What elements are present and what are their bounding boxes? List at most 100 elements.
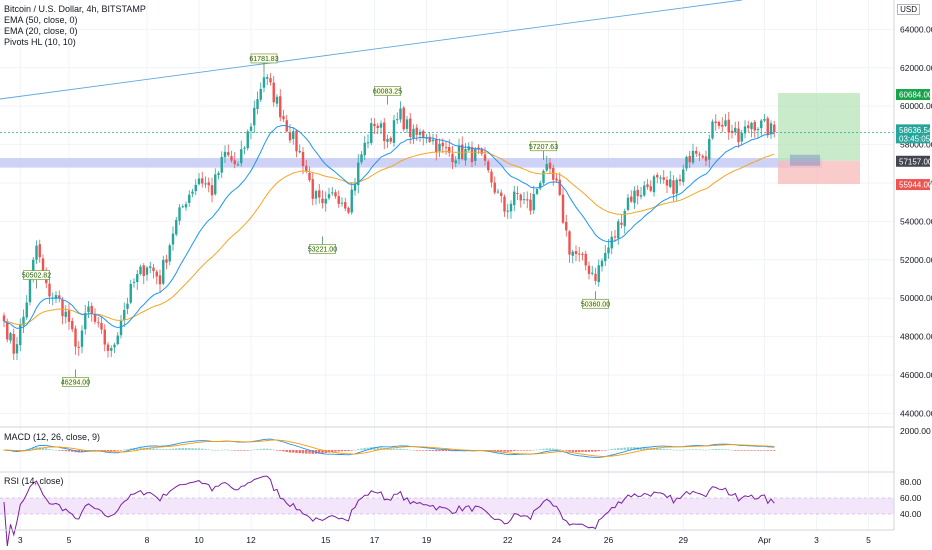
macd-title[interactable]: MACD (12, 26, close, 9) (4, 432, 101, 442)
time-tick-label: 17 (370, 535, 380, 545)
candle-body (357, 162, 360, 186)
candle-body (425, 137, 428, 139)
candle-body (87, 306, 90, 313)
zone-rect (0, 158, 822, 168)
macd-histogram-bar (535, 449, 539, 451)
candle-body (379, 123, 383, 128)
candle-body (506, 210, 509, 212)
macd-histogram-bar (103, 450, 106, 451)
time-tick-label: 29 (679, 535, 689, 545)
macd-histogram-bar (165, 449, 168, 450)
candle-body (236, 164, 240, 166)
long-position-tool[interactable] (778, 93, 860, 185)
macd-histogram-bar (402, 449, 405, 450)
candle-body (331, 192, 334, 194)
macd-histogram-bar (717, 449, 721, 450)
macd-histogram-bar (691, 449, 695, 450)
macd-histogram-bar (769, 450, 773, 451)
price-axis[interactable]: 64000.0062000.0060000.0058000.0056000.00… (900, 24, 932, 418)
time-tick-label: 26 (604, 535, 614, 545)
candle-body (630, 196, 633, 202)
candle-body (747, 125, 750, 129)
candle-body (639, 195, 643, 197)
macd-histogram-bar (763, 450, 766, 451)
macd-histogram-bar (123, 449, 126, 451)
candle-body (607, 247, 610, 254)
candle-body (636, 189, 639, 197)
candle-body (773, 124, 776, 133)
candle-body (217, 173, 220, 176)
rsi-title[interactable]: RSI (14, close) (4, 476, 64, 486)
macd-histogram-bar (766, 450, 769, 451)
macd-histogram-bar (678, 449, 682, 451)
macd-histogram-bar (58, 450, 61, 451)
macd-histogram-bar (431, 450, 435, 451)
macd-histogram-bar (35, 447, 38, 450)
candle-body (54, 295, 58, 299)
macd-histogram-bar (337, 450, 340, 452)
candle-body (301, 152, 305, 167)
candle-body (136, 274, 139, 283)
macd-histogram-bar (77, 450, 80, 453)
macd-histogram-bar (305, 450, 308, 454)
candle-body (610, 236, 613, 249)
ema-20-label[interactable]: EMA (20, close, 0) (4, 26, 78, 36)
macd-histogram-bar (191, 448, 194, 450)
trendline[interactable] (0, 0, 743, 100)
macd-histogram-bar (737, 450, 740, 451)
pivot-labels: 50502.82 46294.00 61781.83 53221.00 60083.25… (22, 53, 610, 387)
candle-body (724, 120, 727, 126)
macd-histogram-bar (587, 450, 591, 452)
candle-body (760, 120, 763, 129)
time-axis[interactable]: 3 5 8 10 12 15 17 19 22 24 26 29 Apr 3 5 (18, 535, 871, 545)
macd-histogram-bar (19, 450, 22, 451)
candle-body (249, 126, 253, 131)
candle-body (396, 119, 399, 121)
candle-body (142, 265, 145, 277)
macd-histogram-bar (607, 449, 610, 451)
currency-label[interactable]: USD (897, 4, 920, 15)
macd-histogram-bar (175, 448, 178, 450)
candle-body (561, 194, 565, 223)
candle-body (646, 184, 649, 188)
macd-histogram-bar (727, 449, 730, 451)
macd-histogram-bar (519, 450, 522, 451)
macd-histogram-bar (561, 450, 565, 451)
candle-body (490, 171, 493, 183)
candle-body (201, 178, 204, 184)
macd-histogram-bar (171, 448, 175, 450)
candle-body (711, 121, 714, 139)
macd-histogram-bar (568, 450, 571, 452)
macd-histogram-bar (708, 449, 711, 451)
macd-histogram-bar (724, 449, 727, 450)
macd-histogram-bar (392, 448, 396, 450)
macd-histogram-bar (633, 447, 636, 450)
pivots-label[interactable]: Pivots HL (10, 10) (4, 37, 76, 47)
symbol-title[interactable]: Bitcoin / U.S. Dollar, 4h, BITSTAMP (4, 4, 146, 14)
candle-body (418, 131, 422, 135)
candle-body (574, 251, 578, 254)
macd-histogram-bar (626, 447, 630, 450)
candle-body (392, 120, 396, 143)
macd-histogram-bar (240, 450, 243, 451)
macd-histogram-bar (347, 450, 350, 452)
macd-histogram-bar (230, 449, 233, 451)
candle-body (103, 329, 106, 345)
candle-body (207, 182, 210, 186)
macd-histogram-bar (695, 449, 698, 450)
macd-histogram-bar (438, 450, 441, 452)
candle-body (591, 272, 594, 274)
macd-histogram-bar (64, 450, 67, 452)
macd-histogram-bar (441, 450, 444, 452)
chart-legend: Bitcoin / U.S. Dollar, 4h, BITSTAMP EMA … (4, 4, 146, 48)
candle-body (9, 333, 12, 341)
macd-histogram-bar (253, 449, 256, 451)
candle-body (766, 118, 769, 135)
macd-histogram-bar (665, 449, 669, 450)
macd-histogram-bar (659, 448, 662, 450)
ema-50-label[interactable]: EMA (50, close, 0) (4, 15, 78, 25)
macd-histogram-bar (217, 449, 220, 451)
entry-tag (896, 155, 930, 167)
candle-body (487, 161, 490, 171)
